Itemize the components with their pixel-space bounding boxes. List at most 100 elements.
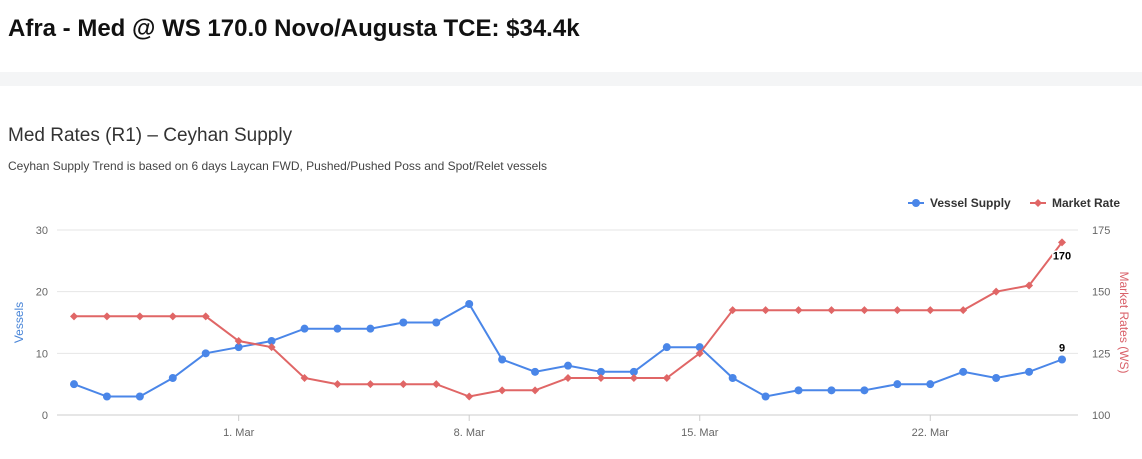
legend-marker [912,199,920,207]
data-label: 9 [1059,343,1065,355]
chart-card: Med Rates (R1) – Ceyhan Supply Ceyhan Su… [0,86,1142,459]
data-point [70,312,78,321]
data-point [531,386,540,395]
chart-title: Med Rates (R1) – Ceyhan Supply [8,125,293,146]
grid-lines [57,229,1078,416]
data-point [662,374,671,382]
data-point [761,306,770,315]
data-point [564,374,572,382]
data-point [564,361,572,370]
data-point [992,374,1001,382]
data-point [366,380,375,389]
data-point [596,367,605,376]
data-point [629,367,638,376]
data-point [1025,281,1034,290]
data-point [992,287,1001,296]
data-point [860,306,869,315]
y-axis-left: 0 10 20 30 Vessels [12,225,48,422]
data-point [135,312,144,321]
data-point [432,318,441,327]
data-point [794,386,803,395]
data-point [399,318,408,327]
data-point [959,306,968,315]
series-market-rate: 170 [70,238,1073,401]
data-point [1058,355,1066,364]
data-point [860,386,869,395]
data-point [399,380,408,389]
header-divider [0,72,1142,86]
x-axis: 1. Mar 8. Mar 15. Mar 22. Mar [223,415,949,439]
page-header: Afra - Med @ WS 170.0 Novo/Augusta TCE: … [0,0,1142,72]
data-point [893,306,902,315]
data-point [333,380,342,389]
series-vessel-supply: 9 [70,300,1067,401]
data-point [135,392,144,401]
data-point [498,386,507,395]
chart-legend[interactable]: Vessel Supply Market Rate [908,196,1120,210]
x-tick-label: 1. Mar [223,427,255,439]
y-right-axis-title: Market Rates (WS) [1117,271,1131,373]
y-left-axis-title: Vessels [12,302,26,343]
series-line [74,241,1063,398]
data-point [333,324,342,333]
y-left-tick-label: 0 [42,410,48,422]
data-point [728,374,737,382]
data-point [465,392,474,401]
supply-rate-chart: 1. Mar 8. Mar 15. Mar 22. Mar 0 10 20 30 Vessel… [12,196,1131,439]
data-point [168,374,177,382]
y-left-tick-label: 10 [36,348,48,360]
data-point [893,380,902,389]
series-layer: 9 170 [70,238,1073,401]
series-line [73,302,1063,398]
data-point [1025,367,1034,376]
data-point [926,380,935,389]
legend-item-market-rate[interactable]: Market Rate [1030,196,1120,210]
legend-item-vessel-supply[interactable]: Vessel Supply [908,196,1011,210]
data-point [794,306,803,315]
data-point [70,380,78,389]
legend-marker [1034,199,1042,207]
x-tick-label: 15. Mar [681,427,719,439]
data-point [761,392,770,401]
data-point [728,306,737,315]
y-left-tick-label: 30 [36,225,48,237]
data-point [267,343,276,352]
data-label: 170 [1053,250,1071,262]
y-axis-right: 100 125 150 175 Market Rates (WS) [1092,225,1131,422]
data-point [267,337,276,345]
y-right-tick-label: 100 [1092,410,1110,422]
data-point [366,324,375,333]
legend-label: Market Rate [1052,196,1120,210]
y-left-tick-label: 20 [36,287,48,299]
data-point [531,367,540,376]
y-right-tick-label: 125 [1092,348,1110,360]
data-point [102,392,111,401]
data-point [596,374,605,382]
legend-label: Vessel Supply [930,196,1011,210]
data-point [498,355,507,364]
data-point [201,349,210,358]
data-point [234,343,243,352]
y-right-tick-label: 150 [1092,287,1110,299]
y-right-tick-label: 175 [1092,225,1110,237]
data-point [300,324,309,333]
data-point [662,343,671,352]
data-point [432,380,441,389]
page-title: Afra - Med @ WS 170.0 Novo/Augusta TCE: … [8,15,580,42]
data-point [201,312,210,321]
data-point [629,374,638,382]
data-point [827,386,836,395]
x-tick-label: 8. Mar [454,427,486,439]
data-point [959,367,968,376]
data-point [465,300,474,308]
data-point [234,337,243,345]
chart-subtitle: Ceyhan Supply Trend is based on 6 days L… [8,159,547,173]
x-tick-label: 22. Mar [912,427,950,439]
data-point [168,312,177,321]
data-point [926,306,935,315]
data-point [695,349,704,358]
data-point [1058,238,1066,247]
data-point [300,374,309,382]
data-point [827,306,836,315]
data-point [102,312,111,321]
